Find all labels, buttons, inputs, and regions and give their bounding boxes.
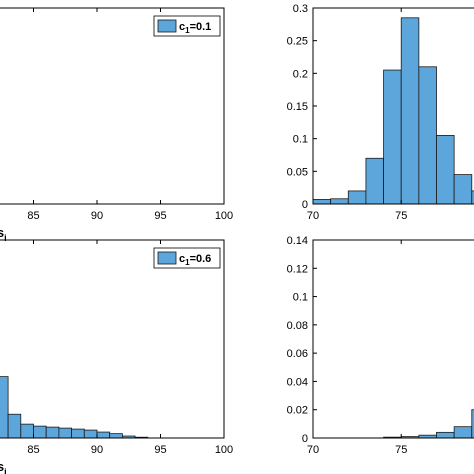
legend-label: c1=0.6 <box>179 253 211 267</box>
x-axis-label: si <box>0 225 7 243</box>
panel-bottom-right: 70758000.020.040.060.080.10.120.14 <box>287 235 474 456</box>
x-tick-label: 75 <box>395 210 407 222</box>
x-tick-label: 95 <box>154 210 166 222</box>
histogram-bar <box>418 66 437 205</box>
histogram-bar <box>96 431 111 439</box>
histogram-bar <box>453 174 473 205</box>
x-tick-label: 85 <box>27 210 39 222</box>
x-tick-label: 100 <box>215 210 233 222</box>
y-tick-label: 0.1 <box>293 134 308 146</box>
panel-top-left: 85 90 95 100 si c1=0.1 <box>0 7 233 243</box>
y-tick-label: 0.1 <box>293 292 308 304</box>
histogram-bar <box>365 157 384 205</box>
y-tick-label: 0.12 <box>287 263 308 275</box>
histogram-bar <box>400 17 420 205</box>
legend-symbol: c <box>179 21 185 33</box>
x-axis-label-subscript: i <box>4 233 7 243</box>
x-axis-label-subscript: i <box>4 467 7 474</box>
x-axis-label-text: s <box>0 459 4 474</box>
x-tick-label: 90 <box>91 210 103 222</box>
y-tick-label: 0.2 <box>293 68 308 80</box>
histogram-bar <box>436 431 455 439</box>
y-tick-label: 0 <box>302 433 308 445</box>
histogram-bar <box>20 423 34 439</box>
legend-value: =0.1 <box>190 21 212 33</box>
legend-symbol: c <box>179 253 185 265</box>
y-tick-label: 0.15 <box>287 101 308 113</box>
histogram-bar <box>383 69 402 205</box>
x-tick-label: 100 <box>215 444 233 456</box>
legend-subscript: 1 <box>185 258 190 267</box>
legend-swatch <box>157 19 177 33</box>
histogram-bar <box>453 426 473 439</box>
histogram-bar <box>471 190 474 205</box>
x-tick-label: 70 <box>307 444 319 456</box>
y-tick-label: 0.05 <box>287 166 308 178</box>
legend-label: c1=0.1 <box>179 21 211 35</box>
histogram-bar <box>312 199 332 205</box>
histogram-bar <box>45 426 60 439</box>
histogram-bar <box>58 427 73 439</box>
legend-value: =0.6 <box>190 253 212 265</box>
y-tick-label: 0.06 <box>287 348 308 360</box>
histogram-bar <box>71 428 85 439</box>
legend-swatch <box>157 251 177 265</box>
histogram-bar <box>33 425 47 439</box>
histogram-bar <box>7 413 22 439</box>
panel-top-right: 70758000.050.10.150.20.250.3 <box>287 3 474 222</box>
y-tick-label: 0.3 <box>293 3 308 15</box>
histogram-bar <box>330 198 349 205</box>
histogram-bar <box>83 429 98 439</box>
histogram-bar <box>347 190 367 205</box>
histogram-bar <box>471 409 474 439</box>
axes-box <box>312 239 474 439</box>
y-tick-label: 0.08 <box>287 320 308 332</box>
histogram-bar <box>0 376 9 439</box>
x-tick-label: 85 <box>27 444 39 456</box>
y-tick-label: 0.04 <box>287 376 308 388</box>
x-axis-label: si <box>0 459 7 474</box>
x-tick-label: 90 <box>91 444 103 456</box>
x-tick-label: 75 <box>395 444 407 456</box>
panel-bottom-left: 85 90 95 100 si c1=0.6 <box>0 239 233 474</box>
axes-box <box>0 7 225 205</box>
x-tick-label: 70 <box>307 210 319 222</box>
y-tick-label: 0 <box>302 199 308 211</box>
y-tick-label: 0.25 <box>287 36 308 48</box>
axes-box <box>0 239 225 439</box>
histogram-bar <box>109 433 123 439</box>
x-tick-label: 95 <box>154 444 166 456</box>
y-tick-label: 0.14 <box>287 235 308 247</box>
y-tick-label: 0.02 <box>287 405 308 417</box>
histogram-bar <box>436 134 455 205</box>
x-axis-label-text: s <box>0 225 4 240</box>
legend-subscript: 1 <box>185 26 190 35</box>
